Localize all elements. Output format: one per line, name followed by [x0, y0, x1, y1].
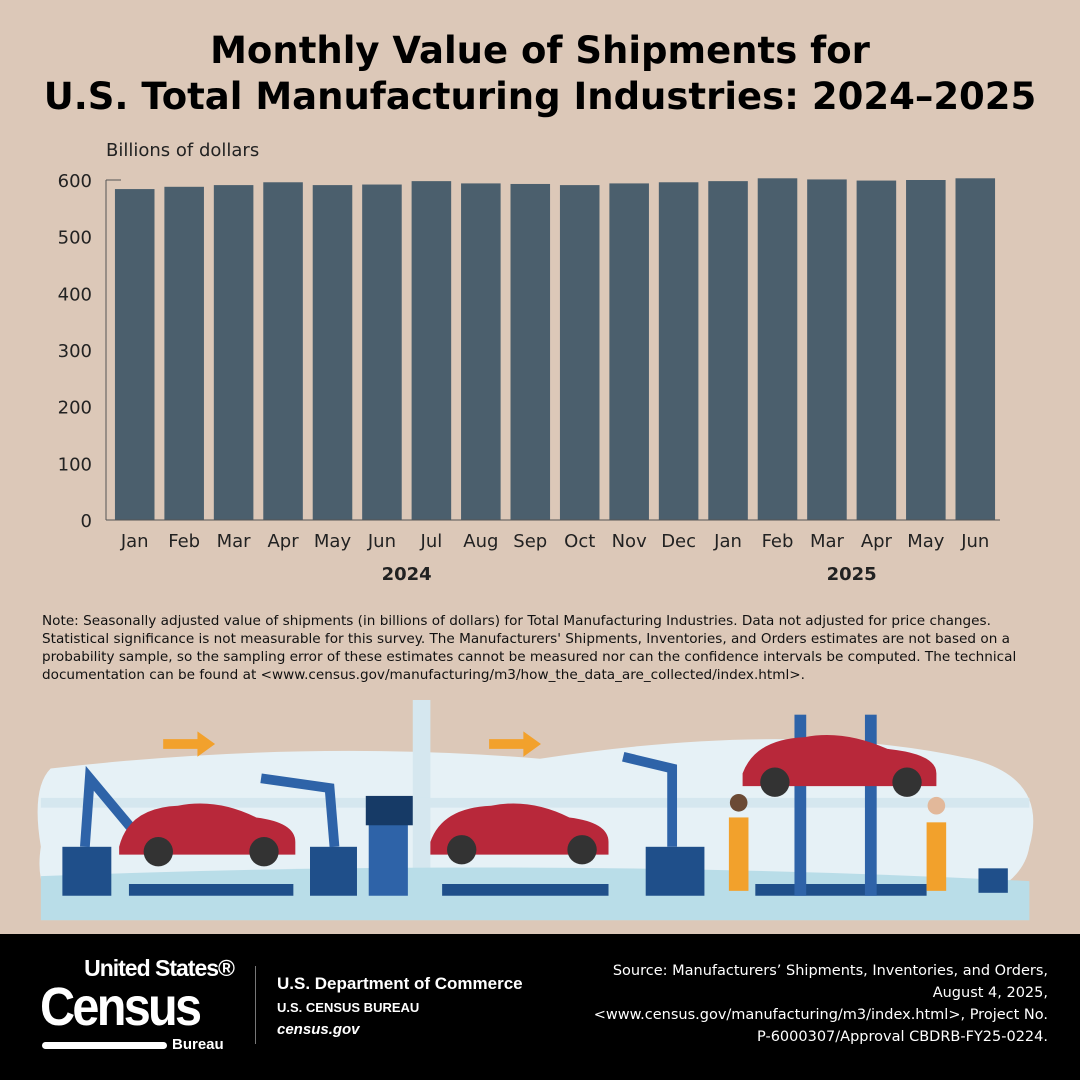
bar — [263, 182, 303, 520]
x-tick-label: Apr — [861, 531, 893, 552]
y-axis-label: Billions of dollars — [106, 140, 259, 161]
bar — [213, 185, 254, 520]
x-tick-label: Mar — [217, 531, 252, 552]
note: Note: Seasonally adjusted value of shipm… — [42, 613, 1017, 683]
y-tick-label: 600 — [58, 171, 92, 192]
worker — [926, 796, 947, 891]
x-tick-label: Jan — [713, 531, 742, 552]
y-tick-label: 500 — [58, 228, 92, 249]
y-tick-label: 100 — [58, 454, 92, 475]
car — [119, 803, 296, 867]
footer: United States® Census Bureau U.S. Depart… — [0, 934, 1080, 1080]
x-tick-label: Aug — [463, 531, 498, 552]
bar — [411, 181, 452, 520]
x-tick-label: May — [907, 531, 945, 552]
arrow-icon — [489, 731, 541, 757]
x-tick-label: Jan — [120, 531, 149, 552]
x-tick-label: Jun — [960, 531, 989, 552]
bar — [559, 185, 600, 520]
bar — [856, 180, 897, 521]
bar — [906, 180, 946, 520]
bar — [658, 182, 699, 520]
bar — [312, 185, 353, 520]
x-tick-label: Feb — [762, 531, 794, 552]
year-label: 2024 — [382, 564, 432, 585]
y-tick-label: 300 — [58, 341, 92, 362]
worker — [728, 793, 749, 891]
y-tick-label: 0 — [81, 511, 92, 532]
bar — [510, 183, 551, 520]
bar-chart: Billions of dollars 0 100 200 300 400 500 600 Ja… — [58, 140, 1000, 585]
y-tick-label: 200 — [58, 398, 92, 419]
x-tick-label: Dec — [661, 531, 696, 552]
bar — [362, 184, 402, 520]
x-tick-label: May — [314, 531, 352, 552]
divider — [255, 966, 256, 1044]
bar — [609, 183, 649, 520]
factory-illustration — [37, 700, 1034, 921]
x-tick-label: Apr — [267, 531, 299, 552]
car — [742, 734, 937, 797]
bar — [461, 183, 501, 520]
bar — [757, 178, 798, 521]
x-tick-label: Jul — [420, 531, 443, 552]
bar — [708, 181, 748, 520]
x-tick-label: Oct — [564, 531, 595, 552]
car — [430, 803, 609, 865]
x-tick-label: Jun — [367, 531, 396, 552]
y-tick-label: 400 — [58, 284, 92, 305]
year-label: 2025 — [827, 564, 877, 585]
chart-title: Monthly Value of Shipments for U.S. Tota… — [43, 29, 1037, 118]
bar — [114, 189, 155, 521]
x-tick-label: Feb — [168, 531, 200, 552]
bar — [807, 179, 847, 520]
x-tick-label: Nov — [612, 531, 647, 552]
bar — [164, 186, 204, 521]
x-tick-label: Mar — [810, 531, 845, 552]
census-logo[interactable]: United States® Census Bureau — [40, 955, 235, 1053]
census-gov-link[interactable]: census.gov — [277, 1021, 360, 1038]
x-tick-label: Sep — [513, 531, 547, 552]
bar — [955, 178, 996, 521]
arrow-icon — [163, 731, 216, 757]
department-info: U.S. Department of Commerce U.S. CENSUS … — [277, 974, 523, 1038]
source-text: Source: Manufacturers’ Shipments, Invent… — [593, 963, 1048, 1045]
